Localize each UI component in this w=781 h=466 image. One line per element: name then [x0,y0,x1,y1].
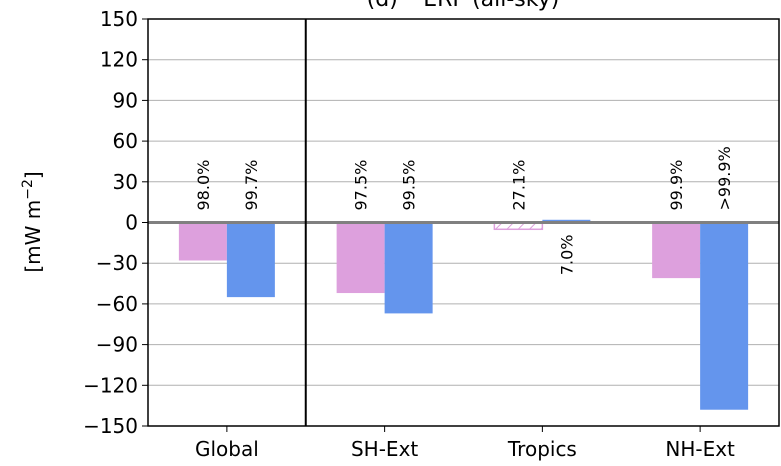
bar-global-series-2 [226,222,275,298]
bar-nh-ext-series-2 [700,222,749,410]
bar-label: 27.1% [509,160,528,211]
chart-title: (d) −ERF (all-sky) [367,0,560,12]
x-tick-label: Tropics [507,437,577,461]
x-tick-label: SH-Ext [351,437,418,461]
bar-nh-ext-series-1 [652,222,701,279]
y-tick-label: 0 [125,211,138,235]
y-tick-label: 30 [113,170,138,194]
bar-label: 98.0% [194,160,213,211]
frame-layer [142,18,780,432]
bar-label: 99.7% [242,160,261,211]
bar-label: 97.5% [352,160,371,211]
y-tick-label: −90 [96,333,138,357]
labels-layer: 150 120 90 60 30 0 −30 −60 −90 −120 −150 98.0% 99.7%… [83,7,735,461]
bar-label: 99.9% [667,160,686,211]
plot-frame [147,18,780,427]
x-tick-label: Global [195,437,259,461]
y-tick-label: −60 [96,292,138,316]
bar-sh-ext-series-2 [384,222,433,314]
bar-global-series-1 [178,222,227,261]
y-axis-label: [mW m−2] [20,171,45,272]
y-tick-label: −30 [96,251,138,275]
y-tick-label: −150 [83,414,138,438]
bars-layer [178,219,749,410]
y-tick-label: 90 [113,88,138,112]
bar-sh-ext-series-1 [336,222,385,294]
bar-label: 99.5% [400,160,419,211]
y-tick-label: 150 [100,7,138,31]
x-tick-label: NH-Ext [665,437,735,461]
bar-label: >99.9% [715,146,734,210]
y-tick-label: 120 [100,48,138,72]
y-tick-label: 60 [113,129,138,153]
y-tick-label: −120 [83,373,138,397]
bar-label: 7.0% [557,235,576,276]
